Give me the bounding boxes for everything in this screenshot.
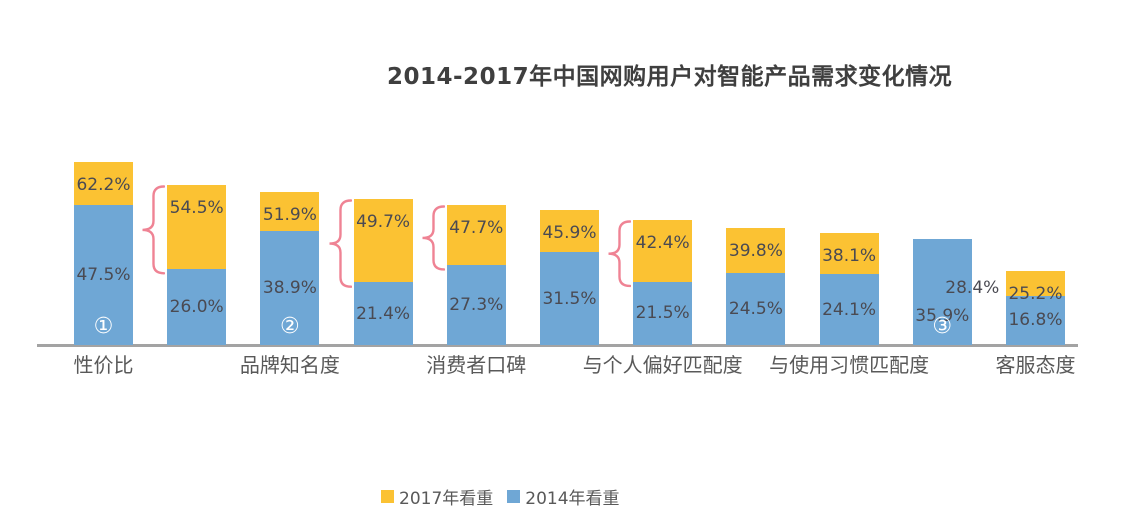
bar-2017-label: 47.7%: [449, 217, 504, 238]
legend-label-2014: 2014年看重: [525, 489, 620, 509]
bar-2014-label: 27.3%: [449, 294, 504, 315]
x-axis-label: 与使用习惯匹配度: [769, 353, 930, 377]
curly-brace-icon: [421, 205, 445, 271]
x-axis-label: 消费者口碑: [426, 353, 527, 377]
legend-label-2017: 2017年看重: [399, 489, 494, 509]
x-axis-label: 性价比: [73, 353, 134, 377]
bar-2014-segment: [446, 264, 506, 345]
bar-2017-segment: [540, 210, 599, 253]
legend-swatch-2017-icon: [381, 490, 394, 503]
curly-brace-icon: [141, 185, 166, 275]
bar-2014-segment: [167, 268, 227, 345]
chart-title: 2014-2017年中国网购用户对智能产品需求变化情况: [387, 64, 953, 90]
bar-2014-label: 35.9%: [915, 306, 970, 326]
bar-2014-label: 16.8%: [1008, 310, 1063, 331]
bar-2017-segment: [167, 184, 227, 269]
bar-2017-label: 45.9%: [542, 223, 597, 244]
x-axis-label: 品牌知名度: [239, 353, 340, 377]
bar-2017-label: 38.1%: [822, 245, 877, 266]
bar-2017-segment: [633, 220, 693, 282]
bar-2014-segment: [540, 252, 599, 345]
rank-marker: ①: [93, 314, 114, 339]
bar-2017-label: 49.7%: [356, 211, 411, 232]
bar-2017-label: 62.2%: [76, 175, 131, 196]
x-axis-label: 与个人偏好匹配度: [582, 353, 743, 377]
bar-2014-segment: [633, 281, 693, 345]
bar-2017-segment: [726, 227, 786, 273]
bar-2017-label: 39.8%: [728, 240, 783, 261]
bar-2014-segment: [819, 274, 879, 345]
rank-marker: ③: [932, 314, 953, 339]
bar-2014-segment: [726, 272, 786, 345]
curly-brace-icon: [328, 199, 352, 288]
bar-2014-segment: [353, 282, 413, 345]
bar-2017-label: 54.5%: [169, 197, 224, 218]
bar-2017-segment: [1006, 270, 1065, 296]
bar-2017-segment: [446, 204, 506, 265]
bar-2014-segment: [1006, 295, 1065, 345]
bar-2014-segment: [260, 230, 320, 345]
legend-swatch-2014-icon: [507, 490, 521, 503]
bar-2014-segment: [74, 205, 133, 345]
x-axis-label: 客服态度: [995, 353, 1076, 377]
x-axis-line: [37, 344, 1078, 347]
legend: 2017年看重 2014年看重: [381, 484, 620, 509]
bar-2017-segment: [260, 192, 320, 231]
bar-2017-segment: [74, 162, 133, 206]
bar-2017-label: 28.4%: [945, 278, 1000, 299]
bar-2017-segment: [353, 198, 413, 283]
bar-2014-label: 31.5%: [542, 288, 597, 309]
bar-2014-label: 24.5%: [728, 298, 783, 319]
curly-brace-icon: [607, 220, 632, 288]
bar-2014-label: 26.0%: [169, 296, 224, 317]
bar-2017-label: 25.2%: [1008, 283, 1063, 304]
bar-2017-label: 51.9%: [262, 205, 317, 226]
bar-2014-label: 38.9%: [262, 277, 317, 298]
bar-2014-label: 21.4%: [356, 303, 411, 324]
bar-2014-label: 47.5%: [76, 265, 131, 286]
bar-2017-label: 42.4%: [635, 233, 690, 254]
legend-item-2017: 2017年看重: [381, 484, 493, 509]
bar-2014-label: 21.5%: [635, 303, 690, 324]
legend-item-2014: 2014年看重: [507, 484, 620, 509]
bar-2017-segment: [819, 232, 879, 275]
rank-marker: ②: [280, 314, 300, 339]
bar-2014-label: 24.1%: [822, 299, 877, 320]
bar-2014-segment: [912, 239, 972, 345]
